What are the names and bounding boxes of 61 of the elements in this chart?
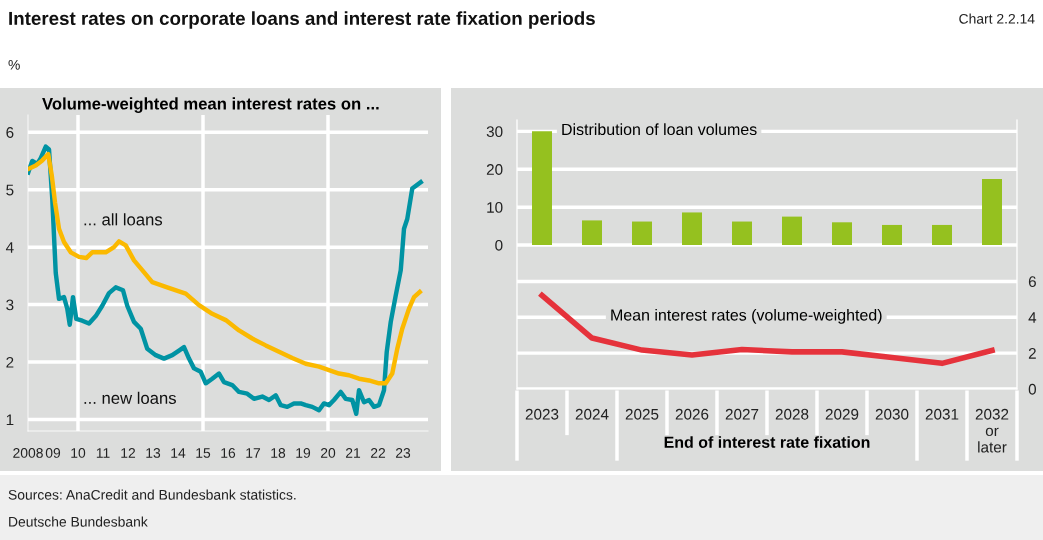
x-tick-label: 13	[146, 448, 161, 458]
series-label: Mean interest rates (volume-weighted)	[611, 308, 882, 324]
x-tick-label: 19	[296, 448, 311, 458]
x-tick-label: 18	[271, 448, 286, 458]
x-tick-label: 2030	[875, 408, 909, 420]
x-tick-label: 14	[171, 448, 186, 458]
x-tick-label: 2029	[825, 408, 859, 420]
caption: Chart 2.2.14	[959, 13, 1035, 24]
x-tick-label: 22	[370, 448, 386, 458]
x-axis-title: End of interest rate fixation	[664, 436, 870, 448]
x-tick-label: 20	[320, 448, 336, 458]
y-tick-label: 20	[486, 164, 503, 175]
x-tick-label: 10	[71, 448, 86, 458]
series-label: ... all loans	[84, 213, 163, 226]
bar	[982, 179, 1002, 246]
y2-tick-label: 2	[1028, 348, 1036, 359]
source-note: Sources: AnaCredit and Bundesbank statistics.	[8, 489, 296, 500]
series-label: ... new loans	[84, 391, 176, 405]
bar	[732, 221, 752, 246]
y-tick-label: 30	[486, 126, 503, 138]
x-tick-label: 2026	[675, 408, 709, 420]
bar	[782, 216, 802, 246]
x-tick-label: 2028	[775, 408, 809, 420]
bar	[532, 131, 552, 246]
y-tick-label: 0	[495, 239, 503, 251]
bar	[582, 220, 602, 246]
y-tick-label: 6	[6, 127, 14, 138]
y-tick-label: 3	[6, 299, 14, 311]
bar	[882, 224, 902, 246]
x-tick-label: 16	[221, 448, 236, 458]
x-tick-label: 2031	[925, 408, 959, 420]
y2-tick-label: 6	[1028, 276, 1036, 288]
x-tick-label: 15	[196, 448, 211, 458]
bar	[682, 212, 702, 246]
y-tick-label: 4	[5, 242, 14, 253]
text: Deutsche Bundesbank	[9, 516, 148, 527]
y2-tick-label: 0	[1028, 383, 1037, 395]
x-tick-label: 21	[345, 448, 361, 458]
x-tick-label: 23	[395, 448, 411, 458]
y-tick-label: 5	[6, 184, 14, 196]
x-tick-label: 2023	[525, 408, 559, 420]
x-tick-label: 09	[45, 448, 61, 458]
bar	[832, 222, 852, 246]
text: %	[8, 59, 20, 70]
x-tick-label: 2032 or later	[975, 408, 1009, 453]
y-tick-label: 1	[6, 414, 14, 426]
chart-title: Volume-weighted mean interest rates on ...	[42, 97, 379, 113]
x-tick-label: 11	[96, 448, 110, 458]
bar	[632, 221, 652, 246]
y2-tick-label: 4	[1028, 312, 1037, 323]
x-tick-label: 2025	[625, 408, 659, 420]
x-tick-label: 2027	[725, 408, 759, 420]
x-tick-label: 12	[121, 448, 136, 458]
x-tick-label: 2008	[13, 448, 43, 458]
x-tick-label: 2024	[575, 408, 609, 420]
bar	[932, 224, 952, 246]
y-tick-label: 10	[487, 202, 503, 213]
text: Interest rates on corporate loans and interest rate fixation periods	[9, 11, 595, 29]
y-tick-label: 2	[6, 356, 14, 368]
series-label: Distribution of loan volumes	[562, 123, 757, 136]
x-tick-label: 17	[246, 448, 261, 458]
